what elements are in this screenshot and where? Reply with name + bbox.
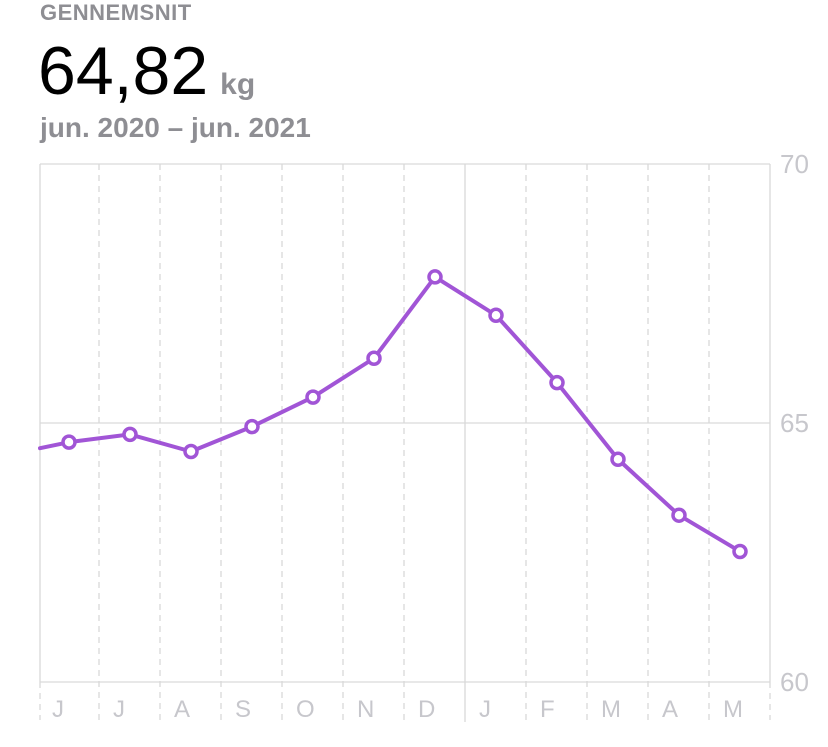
metric-label: GENNEMSNIT [40,0,192,25]
data-point[interactable] [671,507,687,523]
x-tick-label: N [357,696,374,723]
chart-grid [39,163,771,722]
x-tick-label: O [296,696,315,723]
chart-series [38,269,748,560]
y-tick-label: 60 [780,667,809,697]
data-point[interactable] [488,307,504,324]
data-point[interactable] [366,350,382,366]
x-tick-label: A [662,696,678,723]
data-point[interactable] [122,426,138,443]
data-point[interactable] [305,389,321,405]
date-range: jun. 2020 – jun. 2021 [40,112,311,143]
data-point[interactable] [61,434,77,450]
y-tick-label: 65 [780,408,809,438]
x-tick-label: M [601,696,621,723]
x-tick-label: S [235,696,251,723]
x-tick-label: F [540,696,555,723]
y-tick-label: 70 [780,149,809,179]
average-value-row: 64,82 kg [38,32,255,110]
y-axis-labels: 70 65 60 [780,149,809,697]
x-tick-label: J [52,696,64,723]
x-tick-label: J [113,696,125,723]
series-line [38,274,742,554]
data-point[interactable] [732,543,748,560]
data-point[interactable] [244,418,260,435]
average-value: 64,82 [38,33,209,109]
data-point[interactable] [183,443,199,460]
x-tick-label: A [174,696,190,723]
x-tick-label: J [479,696,491,723]
x-tick-label: D [418,696,435,723]
data-point[interactable] [610,451,626,468]
x-tick-label: M [723,696,743,723]
data-point[interactable] [549,374,565,391]
unit-label: kg [220,68,256,101]
data-point[interactable] [427,269,443,285]
